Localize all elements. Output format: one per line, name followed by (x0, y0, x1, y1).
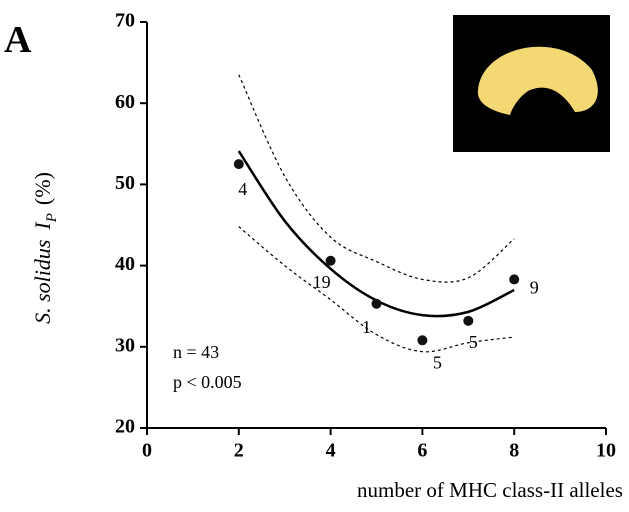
data-point (509, 274, 520, 285)
data-point (325, 255, 336, 266)
y-tick-label: 60 (115, 91, 135, 113)
y-label-symbol: I (30, 221, 55, 231)
data-point (417, 335, 428, 346)
inset-specimen (477, 46, 598, 115)
x-tick-label: 6 (417, 440, 427, 462)
y-tick-label: 70 (115, 10, 135, 32)
x-tick-label: 2 (234, 440, 244, 462)
fit-curve (237, 150, 515, 318)
sample-size-label: 9 (530, 278, 539, 298)
y-label-unit: (%) (30, 172, 55, 205)
sample-size-label: 19 (313, 272, 331, 292)
x-tick-label: 10 (596, 440, 616, 462)
data-point (463, 315, 474, 326)
y-tick-label: 40 (115, 253, 135, 275)
panel-label: A (4, 19, 32, 61)
y-axis-label: S. solidus IP (%) (30, 172, 60, 324)
data-point (371, 298, 382, 309)
x-axis-label: number of MHC class-II alleles (357, 478, 623, 502)
x-tick-label: 4 (326, 440, 336, 462)
y-tick-label: 20 (115, 416, 135, 438)
annotation: n = 43 (173, 342, 219, 362)
data-point (233, 159, 244, 170)
y-tick-label: 30 (115, 334, 135, 356)
annotation: p < 0.005 (173, 372, 242, 392)
y-tick-label: 50 (115, 172, 135, 194)
y-label-subscript: P (44, 213, 60, 223)
sample-size-label: 1 (362, 317, 371, 337)
y-label-species: S. solidus (30, 240, 55, 324)
sample-size-label: 5 (433, 352, 442, 372)
x-tick-label: 0 (142, 440, 152, 462)
confidence-lower (238, 226, 515, 353)
sample-size-label: 4 (238, 179, 247, 199)
sample-size-label: 5 (469, 332, 478, 352)
confidence-upper (238, 74, 515, 283)
x-tick-label: 8 (509, 440, 519, 462)
